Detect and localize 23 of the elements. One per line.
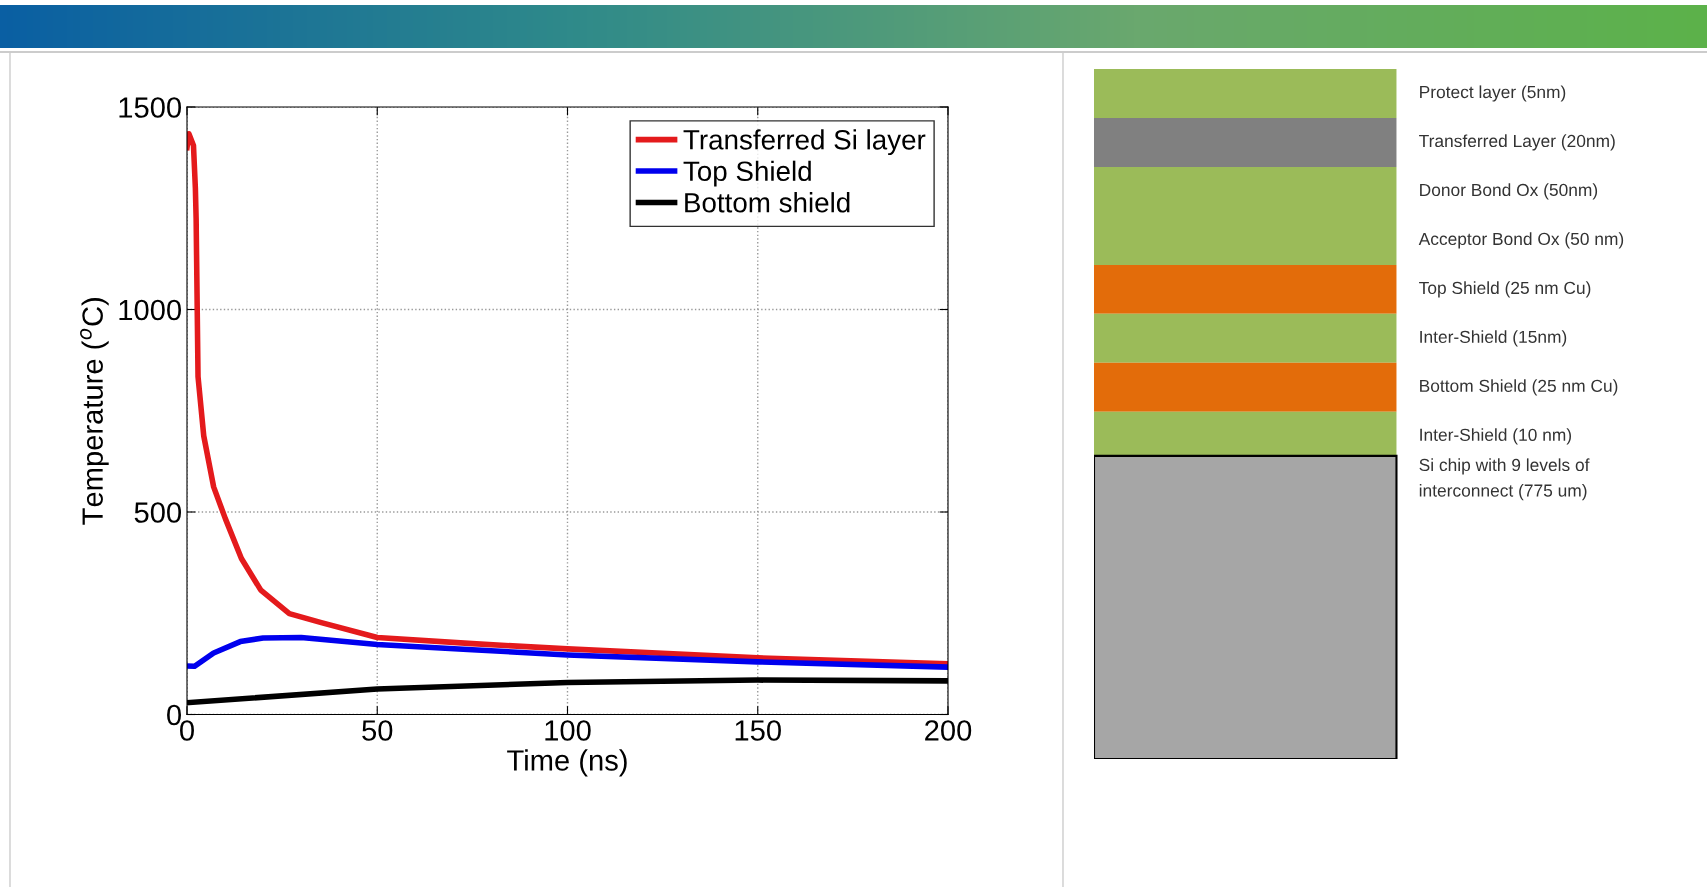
text: Inter-Shield (15nm) — [1420, 330, 1567, 347]
x-axis-title: Time (ns) — [507, 749, 627, 777]
x-tick-label: 0 — [180, 720, 194, 741]
legend-label: Transferred Si layer — [683, 129, 926, 156]
text: Si chip with 9 levels of interconnect (775 um) — [1419, 458, 1590, 501]
legend-label: Top Shield — [683, 160, 811, 187]
text: Inter-Shield (10 nm) — [1420, 428, 1572, 445]
text: Transferred Layer (20nm) — [1419, 134, 1615, 151]
text: Donor Bond Ox (50nm) — [1420, 183, 1598, 200]
text: Acceptor Bond Ox (50 nm) — [1418, 232, 1624, 249]
y-tick-label: 0 — [167, 704, 181, 726]
y-tick-label: 1000 — [119, 299, 181, 321]
y-axis-title: Temperature ($^{o}$C) — [80, 298, 109, 525]
legend-label: Bottom shield — [685, 192, 850, 213]
text: Bottom Shield (25 nm Cu) — [1420, 379, 1618, 396]
y-tick-label: 1500 — [119, 97, 181, 118]
text: Top Shield (25 nm Cu) — [1419, 281, 1591, 298]
y-tick-label: 500 — [134, 502, 181, 523]
x-tick-label: 50 — [362, 720, 393, 741]
x-tick-label: 150 — [735, 720, 781, 741]
text: Protect layer (5nm) — [1420, 85, 1566, 102]
x-tick-label: 200 — [925, 720, 972, 741]
x-tick-label: 100 — [545, 720, 591, 741]
